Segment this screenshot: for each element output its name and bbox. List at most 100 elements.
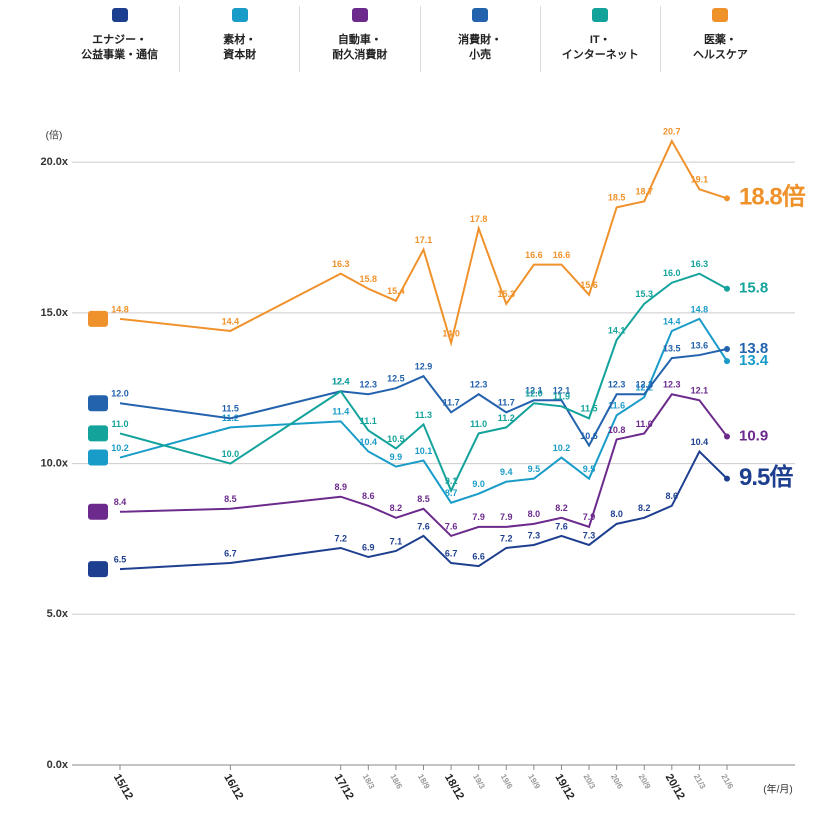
data-label: 10.2 — [553, 443, 571, 453]
end-point — [724, 195, 730, 202]
x-tick-label: 16/12 — [221, 772, 245, 802]
legend-item: 素材・ 資本財 — [179, 6, 299, 72]
end-label: 18.8倍 — [739, 183, 806, 211]
x-tick-label: 20/3 — [581, 773, 597, 791]
data-label: 11.4 — [332, 407, 349, 417]
data-label: 7.2 — [500, 533, 513, 543]
data-label: 11.1 — [360, 416, 377, 426]
legend-label: 医薬・ ヘルスケア — [692, 34, 748, 61]
data-label: 14.4 — [222, 316, 240, 326]
data-label: 14.0 — [442, 328, 460, 338]
data-label: 10.4 — [691, 437, 709, 447]
x-tick-label: 18/3 — [361, 773, 377, 791]
y-tick-label: 10.0x — [40, 457, 68, 469]
data-label: 6.7 — [445, 548, 458, 558]
end-point — [724, 346, 730, 353]
series-icon — [88, 310, 108, 327]
y-tick-label: 0.0x — [47, 759, 69, 771]
legend-label: 消費財・ 小売 — [458, 34, 503, 61]
data-label: 11.6 — [608, 401, 625, 411]
series-icon — [88, 425, 108, 442]
data-label: 8.4 — [114, 497, 127, 507]
data-label: 10.0 — [222, 449, 240, 459]
data-label: 8.2 — [390, 503, 403, 513]
legend: エナジー・ 公益事業・通信 素材・ 資本財 自動車・ 耐久消費財 消費財・ 小売 IT・… — [60, 6, 780, 72]
x-tick-label: 15/12 — [111, 772, 135, 802]
x-tick-label: 17/12 — [332, 772, 356, 802]
end-label: 13.4 — [739, 352, 769, 369]
data-label: 12.9 — [415, 362, 433, 372]
end-point — [724, 285, 730, 292]
legend-item: エナジー・ 公益事業・通信 — [60, 6, 179, 72]
data-label: 15.8 — [360, 274, 378, 284]
legend-item: 医薬・ ヘルスケア — [659, 6, 780, 72]
data-label: 12.2 — [635, 383, 653, 393]
data-label: 14.8 — [111, 304, 129, 314]
x-tick-label: 20/9 — [637, 773, 653, 791]
data-label: 8.9 — [334, 482, 347, 492]
data-label: 17.8 — [470, 214, 488, 224]
legend-label: 自動車・ 耐久消費財 — [332, 34, 388, 61]
legend-label: IT・ インターネット — [561, 34, 639, 61]
x-tick-label: 20/6 — [609, 773, 625, 791]
series-icon — [88, 395, 108, 412]
data-label: 12.0 — [111, 389, 129, 399]
data-label: 15.3 — [498, 289, 516, 299]
data-label: 7.3 — [528, 530, 541, 540]
data-label: 7.6 — [417, 521, 430, 531]
data-label: 11.3 — [415, 410, 432, 420]
data-label: 11.7 — [498, 398, 515, 408]
data-label: 11.9 — [553, 392, 570, 402]
data-label: 8.6 — [362, 491, 375, 501]
data-label: 13.5 — [663, 343, 681, 353]
x-tick-label: 18/9 — [416, 773, 432, 791]
data-label: 12.3 — [663, 380, 681, 390]
x-axis-label: (年/月) — [763, 783, 792, 796]
end-label: 13.8 — [739, 340, 768, 357]
data-label: 17.1 — [415, 235, 433, 245]
series-line — [119, 272, 728, 494]
series-line — [119, 138, 728, 347]
data-label: 8.2 — [555, 503, 568, 513]
data-label: 10.1 — [415, 446, 433, 456]
data-label: 6.5 — [114, 554, 127, 564]
data-label: 7.6 — [445, 521, 458, 531]
data-label: 7.2 — [334, 533, 347, 543]
data-label: 16.0 — [663, 268, 681, 278]
y-tick-label: 15.0x — [40, 307, 68, 319]
data-label: 11.0 — [470, 419, 487, 429]
data-label: 16.6 — [553, 250, 571, 260]
data-label: 6.7 — [224, 548, 237, 558]
x-tick-label: 19/3 — [471, 773, 487, 791]
data-label: 9.4 — [500, 467, 513, 477]
legend-item: 自動車・ 耐久消費財 — [299, 6, 419, 72]
data-label: 10.8 — [608, 425, 626, 435]
data-label: 9.5 — [583, 464, 596, 474]
legend-label: 素材・ 資本財 — [223, 34, 257, 61]
data-label: 12.3 — [360, 380, 378, 390]
data-label: 7.9 — [500, 512, 513, 522]
data-label: 16.3 — [332, 259, 350, 269]
data-label: 12.1 — [691, 386, 709, 396]
data-label: 7.1 — [390, 536, 403, 546]
data-label: 18.7 — [635, 187, 653, 197]
data-label: 13.6 — [691, 340, 709, 350]
data-label: 11.0 — [636, 419, 653, 429]
data-label: 12.5 — [387, 374, 405, 384]
y-tick-label: 20.0x — [40, 156, 68, 168]
legend-icon — [231, 8, 248, 22]
data-label: 16.6 — [525, 250, 543, 260]
data-label: 14.1 — [608, 325, 626, 335]
x-tick-label: 19/9 — [526, 773, 542, 791]
data-label: 9.0 — [472, 479, 485, 489]
data-label: 10.6 — [580, 431, 598, 441]
end-label: 9.5倍 — [739, 463, 793, 491]
data-label: 6.9 — [362, 542, 375, 552]
legend-icon — [351, 8, 368, 22]
data-label: 11.0 — [111, 419, 128, 429]
legend-icon — [712, 8, 729, 22]
series-line — [119, 449, 728, 571]
x-tick-label: 21/6 — [719, 773, 735, 791]
data-label: 6.6 — [472, 551, 485, 561]
